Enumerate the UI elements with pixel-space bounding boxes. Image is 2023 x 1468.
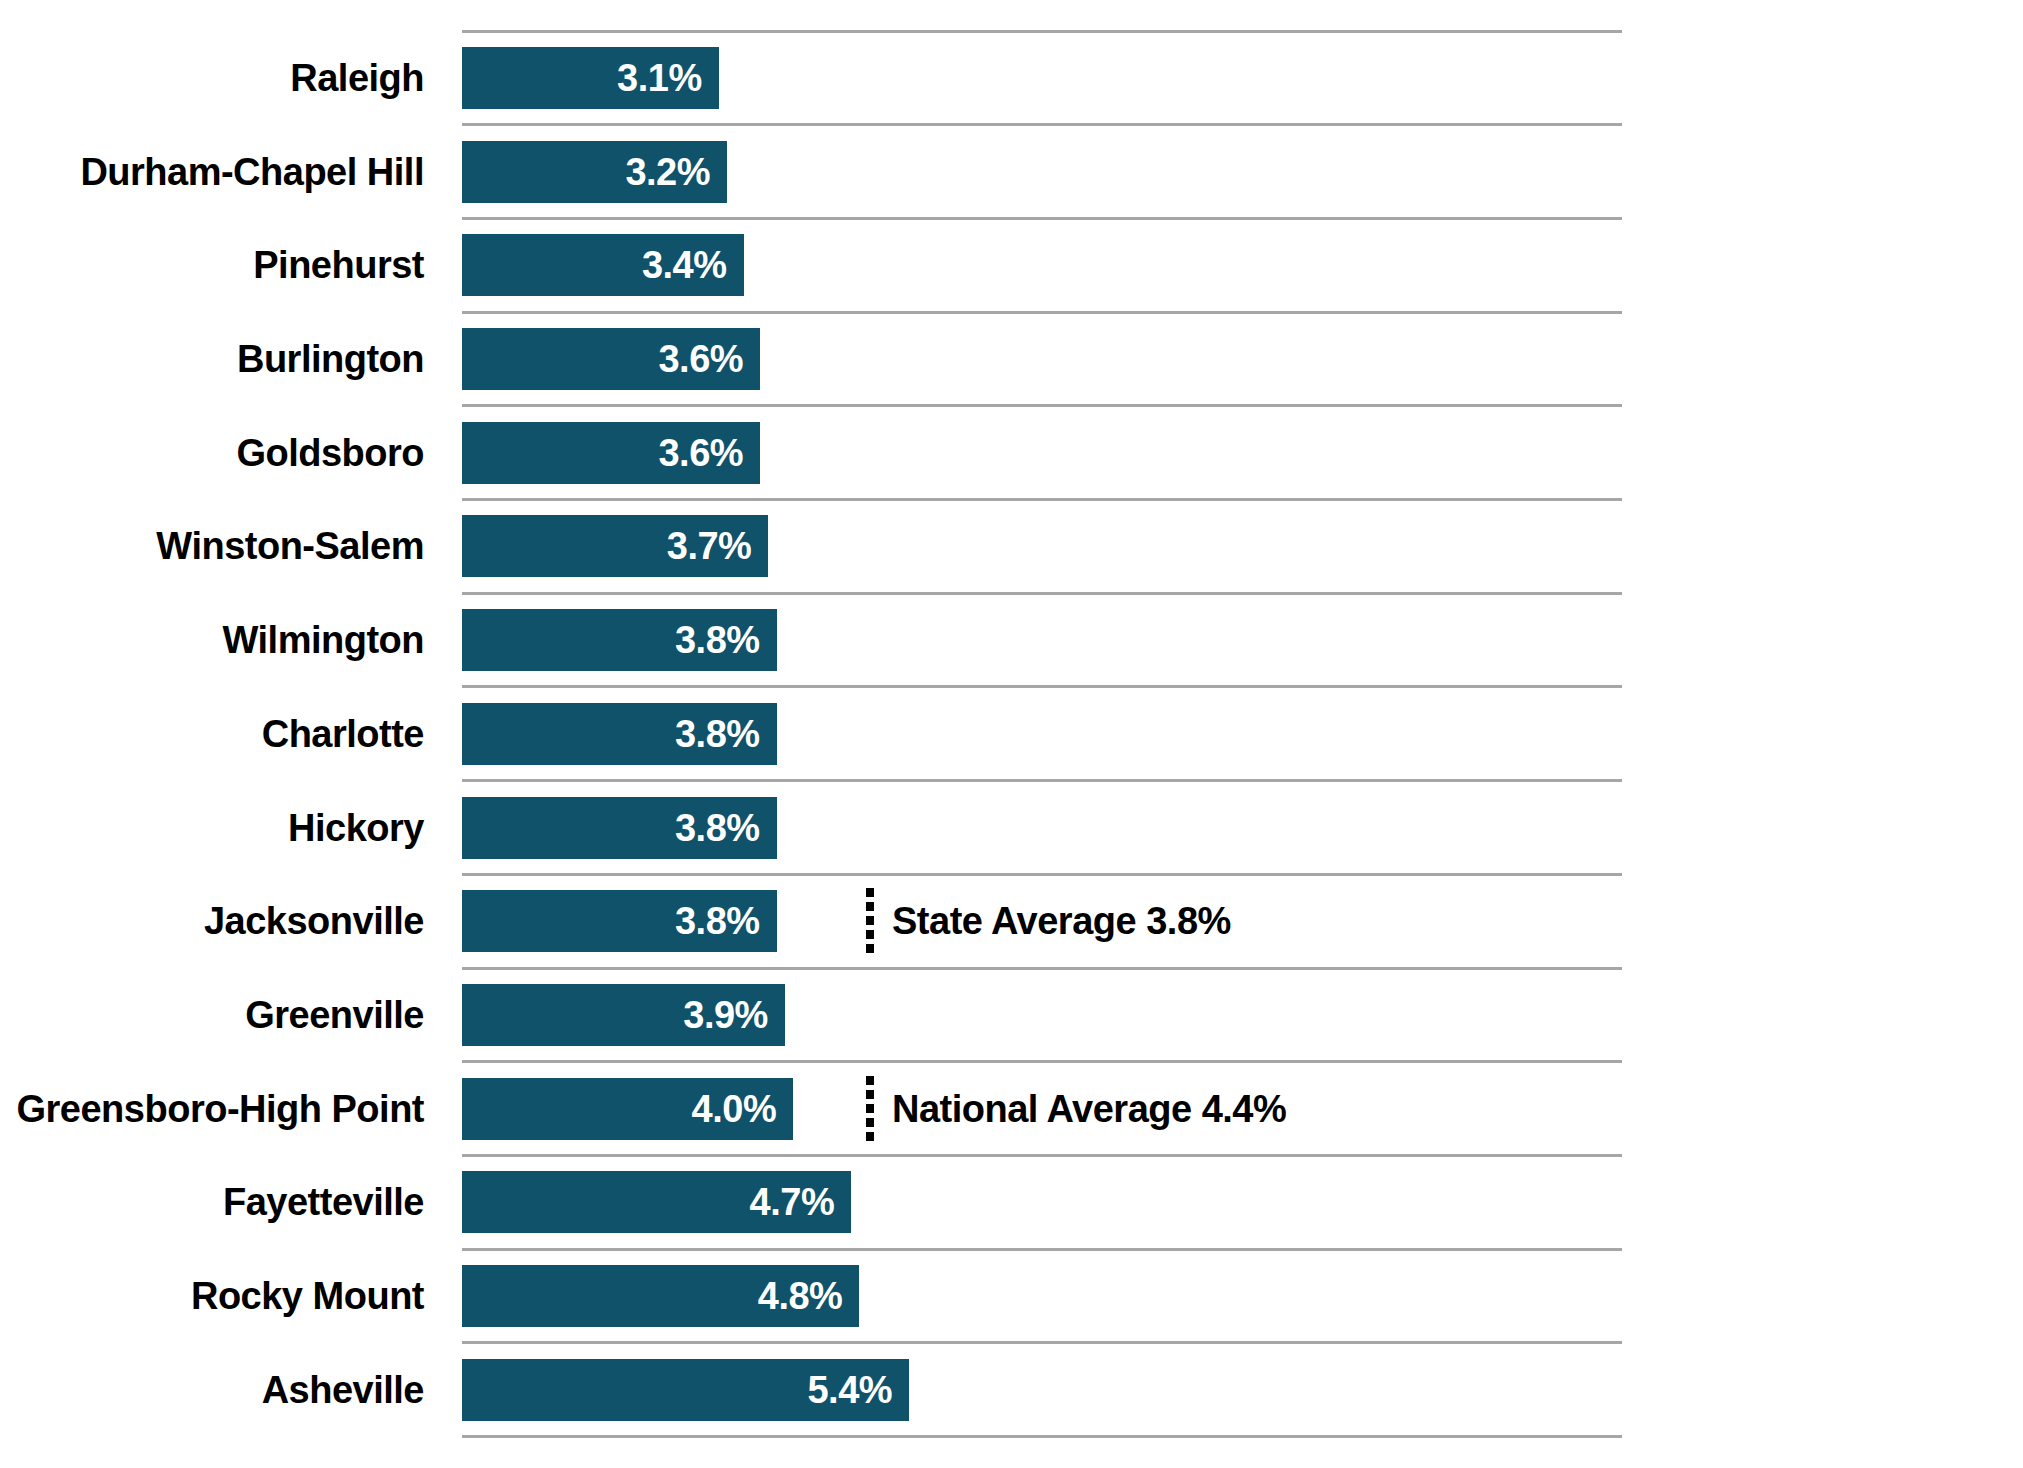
category-label: Goldsboro xyxy=(236,429,424,477)
bar: 5.4% xyxy=(462,1359,909,1421)
bar: 4.8% xyxy=(462,1265,859,1327)
bar-value-label: 4.7% xyxy=(750,1183,852,1221)
bar: 3.8% xyxy=(462,797,777,859)
category-label: Jacksonville xyxy=(204,897,424,945)
bar: 3.8% xyxy=(462,609,777,671)
bar: 3.8% xyxy=(462,703,777,765)
dashed-marker-line-icon xyxy=(866,888,874,954)
bar: 3.2% xyxy=(462,141,727,203)
bar: 3.7% xyxy=(462,515,768,577)
bar: 3.6% xyxy=(462,422,760,484)
category-label: Greenville xyxy=(245,991,424,1039)
row-gridline xyxy=(462,1341,1622,1344)
bar: 4.7% xyxy=(462,1171,851,1233)
average-annotation-label: State Average 3.8% xyxy=(892,902,1231,940)
bar-value-label: 3.7% xyxy=(667,527,769,565)
category-label: Hickory xyxy=(288,804,424,852)
bar-value-label: 3.6% xyxy=(658,434,760,472)
bar-value-label: 3.8% xyxy=(675,621,777,659)
bar-value-label: 3.4% xyxy=(642,246,744,284)
row-gridline xyxy=(462,217,1622,220)
bar-value-label: 4.8% xyxy=(758,1277,860,1315)
bar-value-label: 3.9% xyxy=(683,996,785,1034)
bar: 3.6% xyxy=(462,328,760,390)
row-gridline xyxy=(462,30,1622,33)
bar: 3.9% xyxy=(462,984,785,1046)
dashed-marker-line-icon xyxy=(866,1076,874,1142)
bar-value-label: 5.4% xyxy=(807,1371,909,1409)
category-label: Wilmington xyxy=(223,616,425,664)
row-gridline xyxy=(462,1154,1622,1157)
bar-value-label: 3.6% xyxy=(658,340,760,378)
category-label: Asheville xyxy=(262,1366,424,1414)
category-label: Fayetteville xyxy=(223,1178,424,1226)
row-gridline xyxy=(462,779,1622,782)
category-label: Raleigh xyxy=(290,54,424,102)
row-gridline xyxy=(462,498,1622,501)
bar-value-label: 4.0% xyxy=(692,1090,794,1128)
category-label: Durham-Chapel Hill xyxy=(80,148,424,196)
average-annotation-label: National Average 4.4% xyxy=(892,1090,1286,1128)
category-label: Pinehurst xyxy=(253,241,424,289)
bar-value-label: 3.8% xyxy=(675,809,777,847)
category-label: Burlington xyxy=(237,335,424,383)
bar: 3.4% xyxy=(462,234,744,296)
row-gridline xyxy=(462,1435,1622,1438)
row-gridline xyxy=(462,592,1622,595)
category-label: Greensboro-High Point xyxy=(17,1085,425,1133)
row-gridline xyxy=(462,1060,1622,1063)
bar-value-label: 3.1% xyxy=(617,59,719,97)
national-average-annotation: National Average 4.4% xyxy=(866,1076,1286,1142)
bar-value-label: 3.8% xyxy=(675,715,777,753)
bar: 4.0% xyxy=(462,1078,793,1140)
row-gridline xyxy=(462,404,1622,407)
category-label: Rocky Mount xyxy=(191,1272,424,1320)
row-gridline xyxy=(462,311,1622,314)
row-gridline xyxy=(462,873,1622,876)
category-label: Winston-Salem xyxy=(156,522,424,570)
bar-chart: Raleigh 3.1% Durham-Chapel Hill 3.2% Pin… xyxy=(0,0,2023,1468)
bar-value-label: 3.2% xyxy=(625,153,727,191)
row-gridline xyxy=(462,1248,1622,1251)
bar-value-label: 3.8% xyxy=(675,902,777,940)
row-gridline xyxy=(462,967,1622,970)
bar: 3.8% xyxy=(462,890,777,952)
state-average-annotation: State Average 3.8% xyxy=(866,888,1231,954)
row-gridline xyxy=(462,685,1622,688)
bar: 3.1% xyxy=(462,47,719,109)
category-label: Charlotte xyxy=(262,710,424,758)
row-gridline xyxy=(462,123,1622,126)
